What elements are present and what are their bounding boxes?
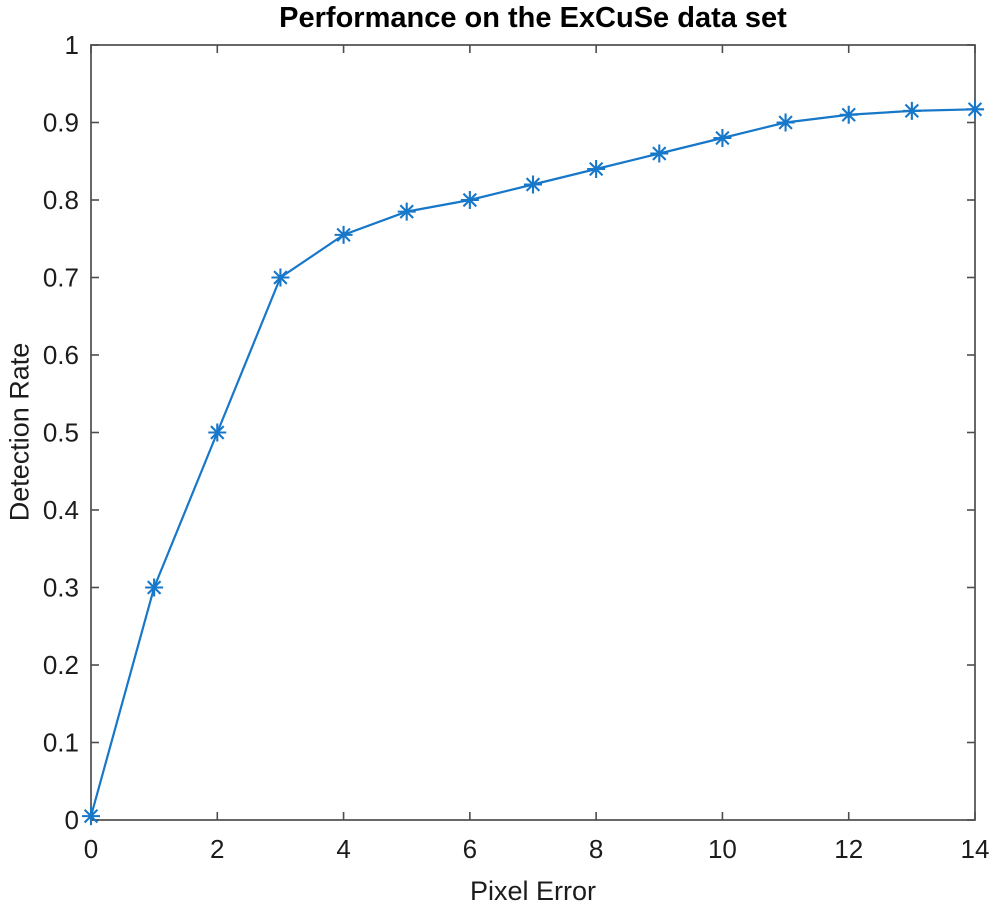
x-tick-label: 2 [210, 834, 224, 864]
x-tick-labels: 0 2 4 6 8 10 12 14 [84, 834, 990, 864]
y-axis-label: Detection Rate [4, 342, 35, 522]
x-tick-label: 6 [463, 834, 477, 864]
x-tick-label: 0 [84, 834, 98, 864]
y-tick-label: 0.2 [43, 650, 79, 680]
x-axis-label: Pixel Error [469, 876, 597, 906]
y-tick-labels: 0 0.1 0.2 0.3 0.4 0.5 0.6 0.7 0.8 0.9 1 [43, 30, 79, 835]
x-tick-label: 12 [834, 834, 863, 864]
y-tick-label: 0.4 [43, 495, 79, 525]
x-tick-label: 14 [961, 834, 990, 864]
y-tick-label: 0.5 [43, 418, 79, 448]
series-markers [82, 100, 984, 826]
x-tick-label: 10 [708, 834, 737, 864]
y-tick-label: 0.3 [43, 573, 79, 603]
y-tick-label: 0 [65, 805, 79, 835]
x-tick-label: 4 [336, 834, 350, 864]
y-tick-label: 0.7 [43, 263, 79, 293]
y-tick-label: 1 [65, 30, 79, 60]
y-tick-label: 0.8 [43, 185, 79, 215]
series-line [89, 108, 976, 817]
y-tick-label: 0.6 [43, 340, 79, 370]
y-tick-label: 0.9 [43, 108, 79, 138]
y-tick-label: 0.1 [43, 728, 79, 758]
chart-title: Performance on the ExCuSe data set [279, 2, 787, 34]
x-tick-label: 8 [589, 834, 603, 864]
